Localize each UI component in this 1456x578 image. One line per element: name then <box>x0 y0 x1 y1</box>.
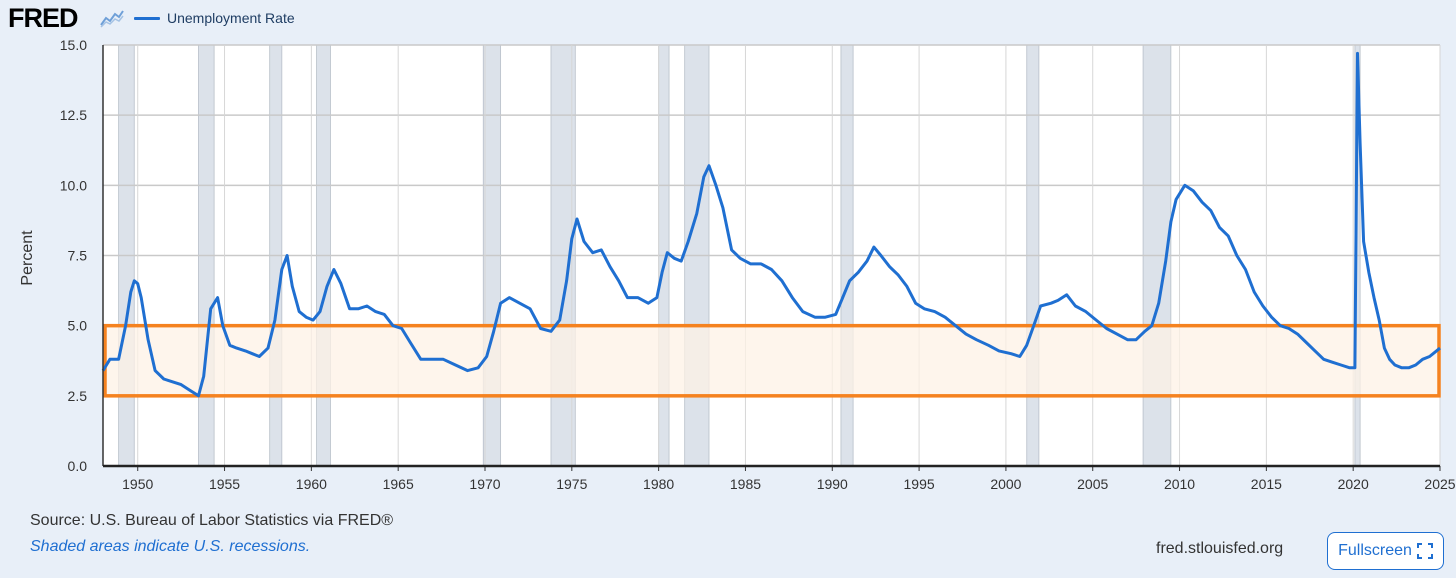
x-tick-label: 2010 <box>1164 476 1195 492</box>
x-tick-label: 2025 <box>1424 476 1455 492</box>
x-tick-label: 1970 <box>469 476 500 492</box>
x-tick-label: 1950 <box>122 476 153 492</box>
y-tick-label: 5.0 <box>68 318 88 334</box>
x-tick-label: 2020 <box>1338 476 1369 492</box>
series-line-layer <box>101 51 1441 398</box>
x-tick-label: 1960 <box>296 476 327 492</box>
y-tick-label: 15.0 <box>60 37 87 53</box>
x-tick-label: 1975 <box>556 476 587 492</box>
axes <box>102 45 1440 468</box>
y-tick-label: 0.0 <box>68 458 88 474</box>
source-text: Source: U.S. Bureau of Labor Statistics … <box>30 512 394 529</box>
fullscreen-label: Fullscreen <box>1338 542 1412 559</box>
x-tick-label: 1985 <box>730 476 761 492</box>
x-tick-label: 2000 <box>990 476 1021 492</box>
series-line-unemployment-rate[interactable] <box>101 51 1441 398</box>
header: FRED Unemployment Rate <box>0 0 1456 40</box>
expand-icon <box>1416 543 1433 559</box>
highlight-band <box>103 323 1441 398</box>
x-tick-label: 1995 <box>904 476 935 492</box>
y-tick-label: 10.0 <box>60 177 87 193</box>
y-axis-label: Percent <box>19 230 36 286</box>
line-chart-icon <box>100 8 124 28</box>
fullscreen-button[interactable]: Fullscreen <box>1327 532 1444 570</box>
y-tick-label: 7.5 <box>68 248 88 264</box>
x-tick-label: 1955 <box>209 476 240 492</box>
y-tick-label: 2.5 <box>68 388 88 404</box>
chart-legend: Unemployment Rate <box>134 10 295 26</box>
fred-logo[interactable]: FRED <box>8 3 78 33</box>
x-tick-label: 1990 <box>817 476 848 492</box>
site-url[interactable]: fred.stlouisfed.org <box>1156 540 1284 557</box>
x-tick-label: 1965 <box>383 476 414 492</box>
y-tick-label: 12.5 <box>60 107 87 123</box>
x-tick-label: 2015 <box>1251 476 1282 492</box>
x-tick-label: 2005 <box>1077 476 1108 492</box>
x-tick-label: 1980 <box>643 476 674 492</box>
unemployment-chart: 0.0 2.5 5.0 7.5 10.0 12.5 15.0 1950 1955 1960 196… <box>19 37 1456 492</box>
legend-swatch <box>134 16 160 20</box>
legend-label: Unemployment Rate <box>167 10 295 26</box>
highlight-rectangle <box>103 323 1441 398</box>
recession-note: Shaded areas indicate U.S. recessions. <box>30 538 311 555</box>
